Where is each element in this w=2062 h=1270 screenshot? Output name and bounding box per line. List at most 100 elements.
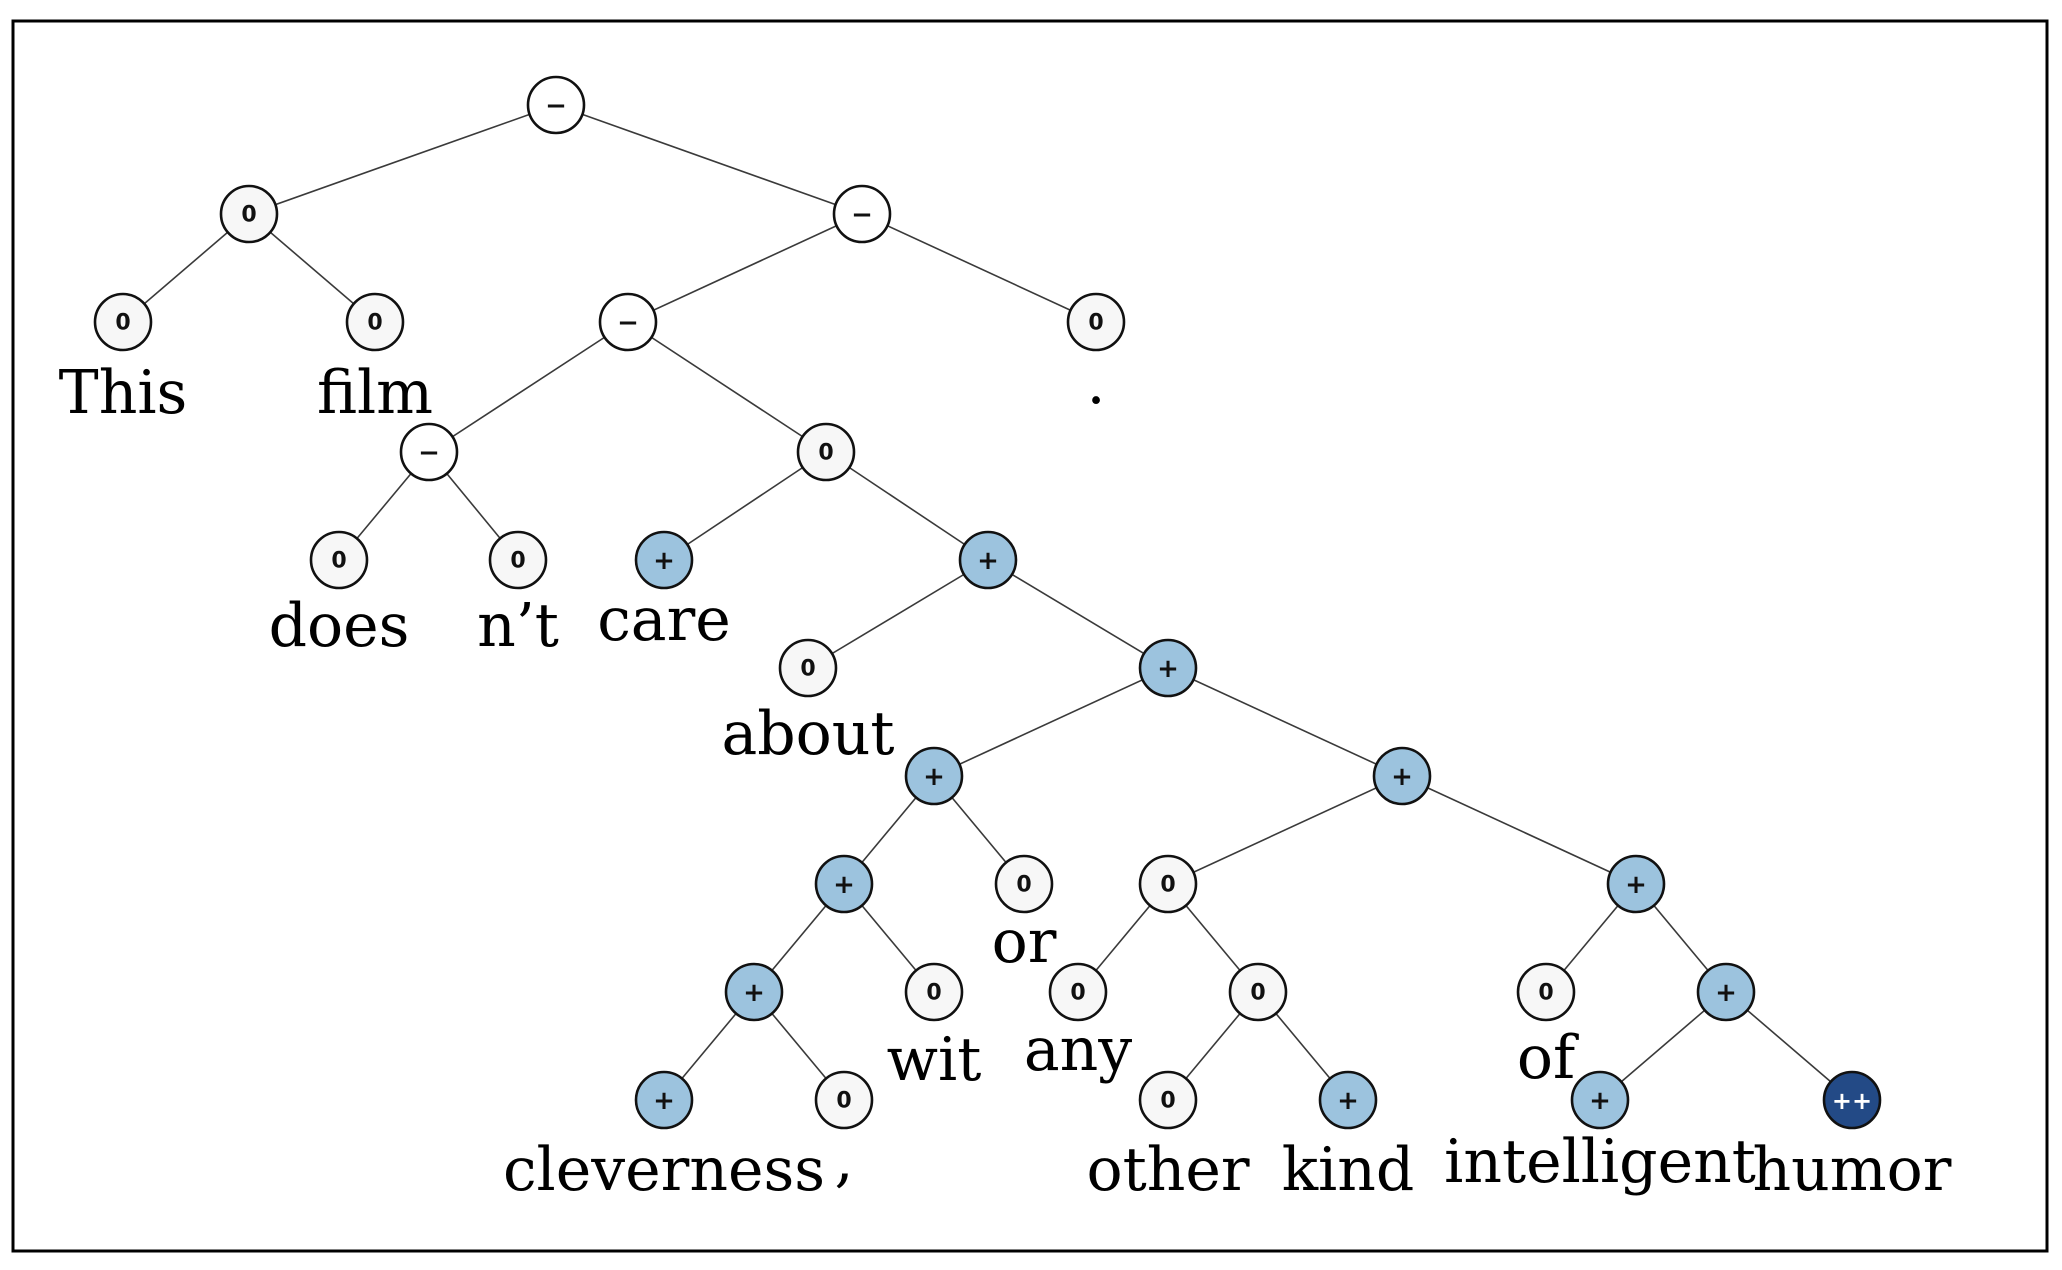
word-node: 0 bbox=[1138, 1070, 1198, 1130]
sentiment-label: 0 bbox=[836, 1089, 851, 1114]
word-node: ++ bbox=[1822, 1070, 1882, 1130]
tree-words: This film does n’t care about cleverness , witor… bbox=[59, 348, 1952, 1205]
sentiment-node-circle bbox=[1570, 1070, 1630, 1130]
sentiment-label: 0 bbox=[1088, 311, 1103, 336]
sentiment-label: + bbox=[1715, 978, 1737, 1008]
sentiment-label: + bbox=[743, 978, 765, 1008]
tree-edge bbox=[987, 559, 1169, 669]
word-node: 0 bbox=[1516, 962, 1576, 1022]
phrase-node: − bbox=[598, 292, 658, 352]
tree-edge bbox=[807, 559, 989, 669]
word-care: care bbox=[597, 585, 731, 655]
phrase-node: − bbox=[832, 184, 892, 244]
word-node: + bbox=[1318, 1070, 1378, 1130]
phrase-node: 0 bbox=[796, 422, 856, 482]
sentiment-label: 0 bbox=[800, 657, 815, 682]
phrase-node: + bbox=[814, 854, 874, 914]
sentiment-label: + bbox=[1589, 1086, 1611, 1116]
sentiment-node-circle bbox=[1606, 854, 1666, 914]
sentiment-node-circle bbox=[1516, 962, 1576, 1022]
phrase-node: + bbox=[724, 962, 784, 1022]
sentiment-label: 0 bbox=[115, 311, 130, 336]
phrase-node: + bbox=[1138, 638, 1198, 698]
sentiment-label: + bbox=[977, 546, 999, 576]
word-node: 0 bbox=[488, 530, 548, 590]
word-node: 0 bbox=[994, 854, 1054, 914]
sentiment-node-circle bbox=[345, 292, 405, 352]
phrase-node: + bbox=[1372, 746, 1432, 806]
sentiment-label: 0 bbox=[1016, 873, 1031, 898]
sentiment-label: 0 bbox=[510, 549, 525, 574]
word-nt: n’t bbox=[477, 591, 559, 661]
word-kind: kind bbox=[1282, 1135, 1415, 1205]
tree-edge bbox=[861, 213, 1097, 323]
word-node: + bbox=[1570, 1070, 1630, 1130]
tree-edge bbox=[1167, 667, 1403, 777]
word-or: or bbox=[992, 907, 1057, 977]
tree-edge bbox=[627, 213, 863, 323]
word-comma: , bbox=[834, 1125, 853, 1195]
sentiment-node-circle bbox=[778, 638, 838, 698]
word-node: 0 bbox=[1048, 962, 1108, 1022]
sentiment-node-circle bbox=[904, 962, 964, 1022]
sentiment-node-circle bbox=[598, 292, 658, 352]
sentiment-node-circle bbox=[904, 746, 964, 806]
sentiment-node-circle bbox=[1066, 292, 1126, 352]
sentiment-label: + bbox=[1391, 762, 1413, 792]
phrase-node: + bbox=[958, 530, 1018, 590]
sentiment-node-circle bbox=[1138, 638, 1198, 698]
sentiment-node-circle bbox=[526, 75, 586, 135]
word-wit: wit bbox=[887, 1025, 982, 1095]
tree-nodes: −00 0−−−0 00+ +0 +++++ 000+00 00 ++0 ++ ++0 bbox=[93, 75, 1882, 1130]
sentiment-label: 0 bbox=[818, 441, 833, 466]
tree-edge bbox=[627, 321, 827, 453]
sentiment-node-circle bbox=[832, 184, 892, 244]
sentiment-node-circle bbox=[724, 962, 784, 1022]
sentiment-node-circle bbox=[814, 1070, 874, 1130]
sentiment-label: − bbox=[545, 91, 567, 121]
sentiment-label: 0 bbox=[926, 981, 941, 1006]
sentiment-node-circle bbox=[399, 422, 459, 482]
word-node: 0 bbox=[814, 1070, 874, 1130]
sentiment-node-circle bbox=[1138, 1070, 1198, 1130]
phrase-node: − bbox=[399, 422, 459, 482]
sentiment-node-circle bbox=[1138, 854, 1198, 914]
sentiment-node-circle bbox=[796, 422, 856, 482]
sentiment-label: + bbox=[833, 870, 855, 900]
sentiment-node-circle bbox=[634, 1070, 694, 1130]
phrase-node: + bbox=[1696, 962, 1756, 1022]
sentiment-node-circle bbox=[1048, 962, 1108, 1022]
sentiment-node-circle bbox=[958, 530, 1018, 590]
sentiment-node-circle bbox=[93, 292, 153, 352]
word-node: 0 bbox=[309, 530, 369, 590]
sentiment-label: − bbox=[418, 438, 440, 468]
sentiment-node-circle bbox=[219, 184, 279, 244]
word-node: + bbox=[634, 1070, 694, 1130]
tree-edge bbox=[825, 451, 989, 561]
phrase-node: 0 bbox=[1228, 962, 1288, 1022]
word-this: This bbox=[59, 358, 188, 428]
sentiment-label: 0 bbox=[1250, 981, 1265, 1006]
tree-edge bbox=[555, 104, 863, 215]
word-cleverness: cleverness bbox=[503, 1135, 825, 1205]
tree-edge bbox=[1167, 775, 1403, 885]
word-node: 0 bbox=[778, 638, 838, 698]
sentiment-node-circle bbox=[814, 854, 874, 914]
phrase-node: + bbox=[1606, 854, 1666, 914]
sentiment-label: 0 bbox=[331, 549, 346, 574]
diagram-frame bbox=[11, 19, 2049, 1253]
word-of: of bbox=[1517, 1023, 1579, 1093]
sentiment-label: ++ bbox=[1832, 1087, 1872, 1115]
word-about: about bbox=[721, 699, 894, 769]
sentiment-label: 0 bbox=[1538, 981, 1553, 1006]
sentiment-node-circle bbox=[1696, 962, 1756, 1022]
word-node: 0 bbox=[1066, 292, 1126, 352]
sentiment-label: 0 bbox=[1160, 1089, 1175, 1114]
word-does: does bbox=[269, 591, 410, 661]
phrase-node: − bbox=[526, 75, 586, 135]
word-any: any bbox=[1024, 1015, 1132, 1085]
sentiment-label: + bbox=[1337, 1086, 1359, 1116]
word-node: 0 bbox=[345, 292, 405, 352]
tree-edge bbox=[933, 667, 1169, 777]
